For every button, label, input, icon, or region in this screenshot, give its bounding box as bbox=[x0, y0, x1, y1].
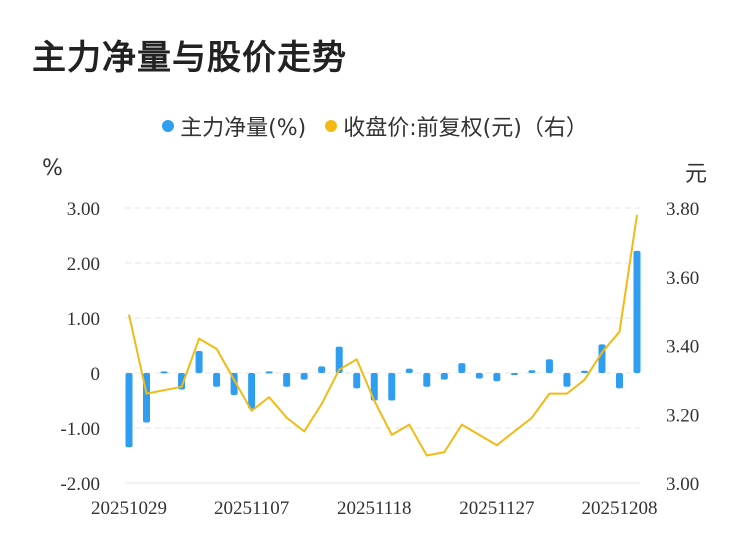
y-right-tick-label: 3.40 bbox=[666, 337, 699, 358]
y-right-tick-label: 3.60 bbox=[666, 268, 699, 289]
bar bbox=[370, 373, 378, 401]
bar bbox=[265, 371, 273, 374]
right-axis-unit: 元 bbox=[685, 162, 708, 187]
series-line-close-price bbox=[128, 214, 638, 457]
y-right-tick-label: 3.80 bbox=[666, 199, 699, 220]
chart-title: 主力净量与股价走势 bbox=[32, 38, 347, 78]
y-left-tick-label: 3.00 bbox=[67, 199, 100, 220]
x-tick-label: 20251127 bbox=[459, 498, 534, 519]
bar bbox=[160, 371, 168, 374]
bar bbox=[335, 346, 343, 373]
bar bbox=[440, 373, 448, 380]
bar bbox=[195, 351, 203, 373]
y-left-tick-label: 2.00 bbox=[67, 254, 100, 275]
left-axis-unit: % bbox=[42, 156, 63, 181]
bar bbox=[125, 373, 133, 448]
y-left-tick-label: -1.00 bbox=[60, 419, 100, 440]
y-right-tick-label: 3.00 bbox=[666, 474, 699, 495]
legend-dot-net-volume bbox=[162, 120, 175, 132]
bar bbox=[353, 373, 361, 389]
bar bbox=[510, 373, 518, 375]
bar bbox=[633, 250, 641, 373]
bar bbox=[388, 373, 396, 401]
x-tick-label: 20251107 bbox=[214, 498, 289, 519]
bar bbox=[475, 373, 483, 379]
bar bbox=[423, 373, 431, 387]
bar bbox=[563, 373, 571, 387]
bar bbox=[580, 370, 588, 373]
legend-label-net-volume: 主力净量(%) bbox=[180, 116, 307, 141]
bar bbox=[318, 366, 326, 373]
bar bbox=[213, 373, 221, 387]
bar bbox=[300, 373, 308, 380]
legend-label-close-price: 收盘价:前复权(元)（右） bbox=[343, 116, 588, 141]
legend-item-net-volume[interactable]: 主力净量(%) bbox=[162, 110, 306, 142]
bar bbox=[405, 368, 413, 373]
bar bbox=[615, 373, 623, 389]
legend-item-close-price[interactable]: 收盘价:前复权(元)（右） bbox=[325, 110, 588, 142]
bar bbox=[178, 373, 186, 390]
bar bbox=[458, 363, 466, 373]
bar bbox=[248, 373, 256, 409]
y-left-tick-label: -2.00 bbox=[60, 474, 100, 495]
x-tick-label: 20251118 bbox=[337, 498, 412, 519]
legend-dot-close-price bbox=[325, 120, 338, 132]
bar bbox=[493, 373, 501, 382]
x-tick-label: 20251029 bbox=[91, 498, 167, 519]
legend: 主力净量(%) 收盘价:前复权(元)（右） bbox=[0, 110, 750, 142]
bar bbox=[283, 373, 291, 387]
bar bbox=[528, 370, 536, 373]
x-tick-label: 20251208 bbox=[581, 498, 657, 519]
y-left-tick-label: 1.00 bbox=[67, 309, 100, 330]
y-left-tick-label: 0 bbox=[91, 364, 101, 385]
y-right-tick-label: 3.20 bbox=[666, 405, 699, 426]
bar bbox=[545, 359, 553, 373]
